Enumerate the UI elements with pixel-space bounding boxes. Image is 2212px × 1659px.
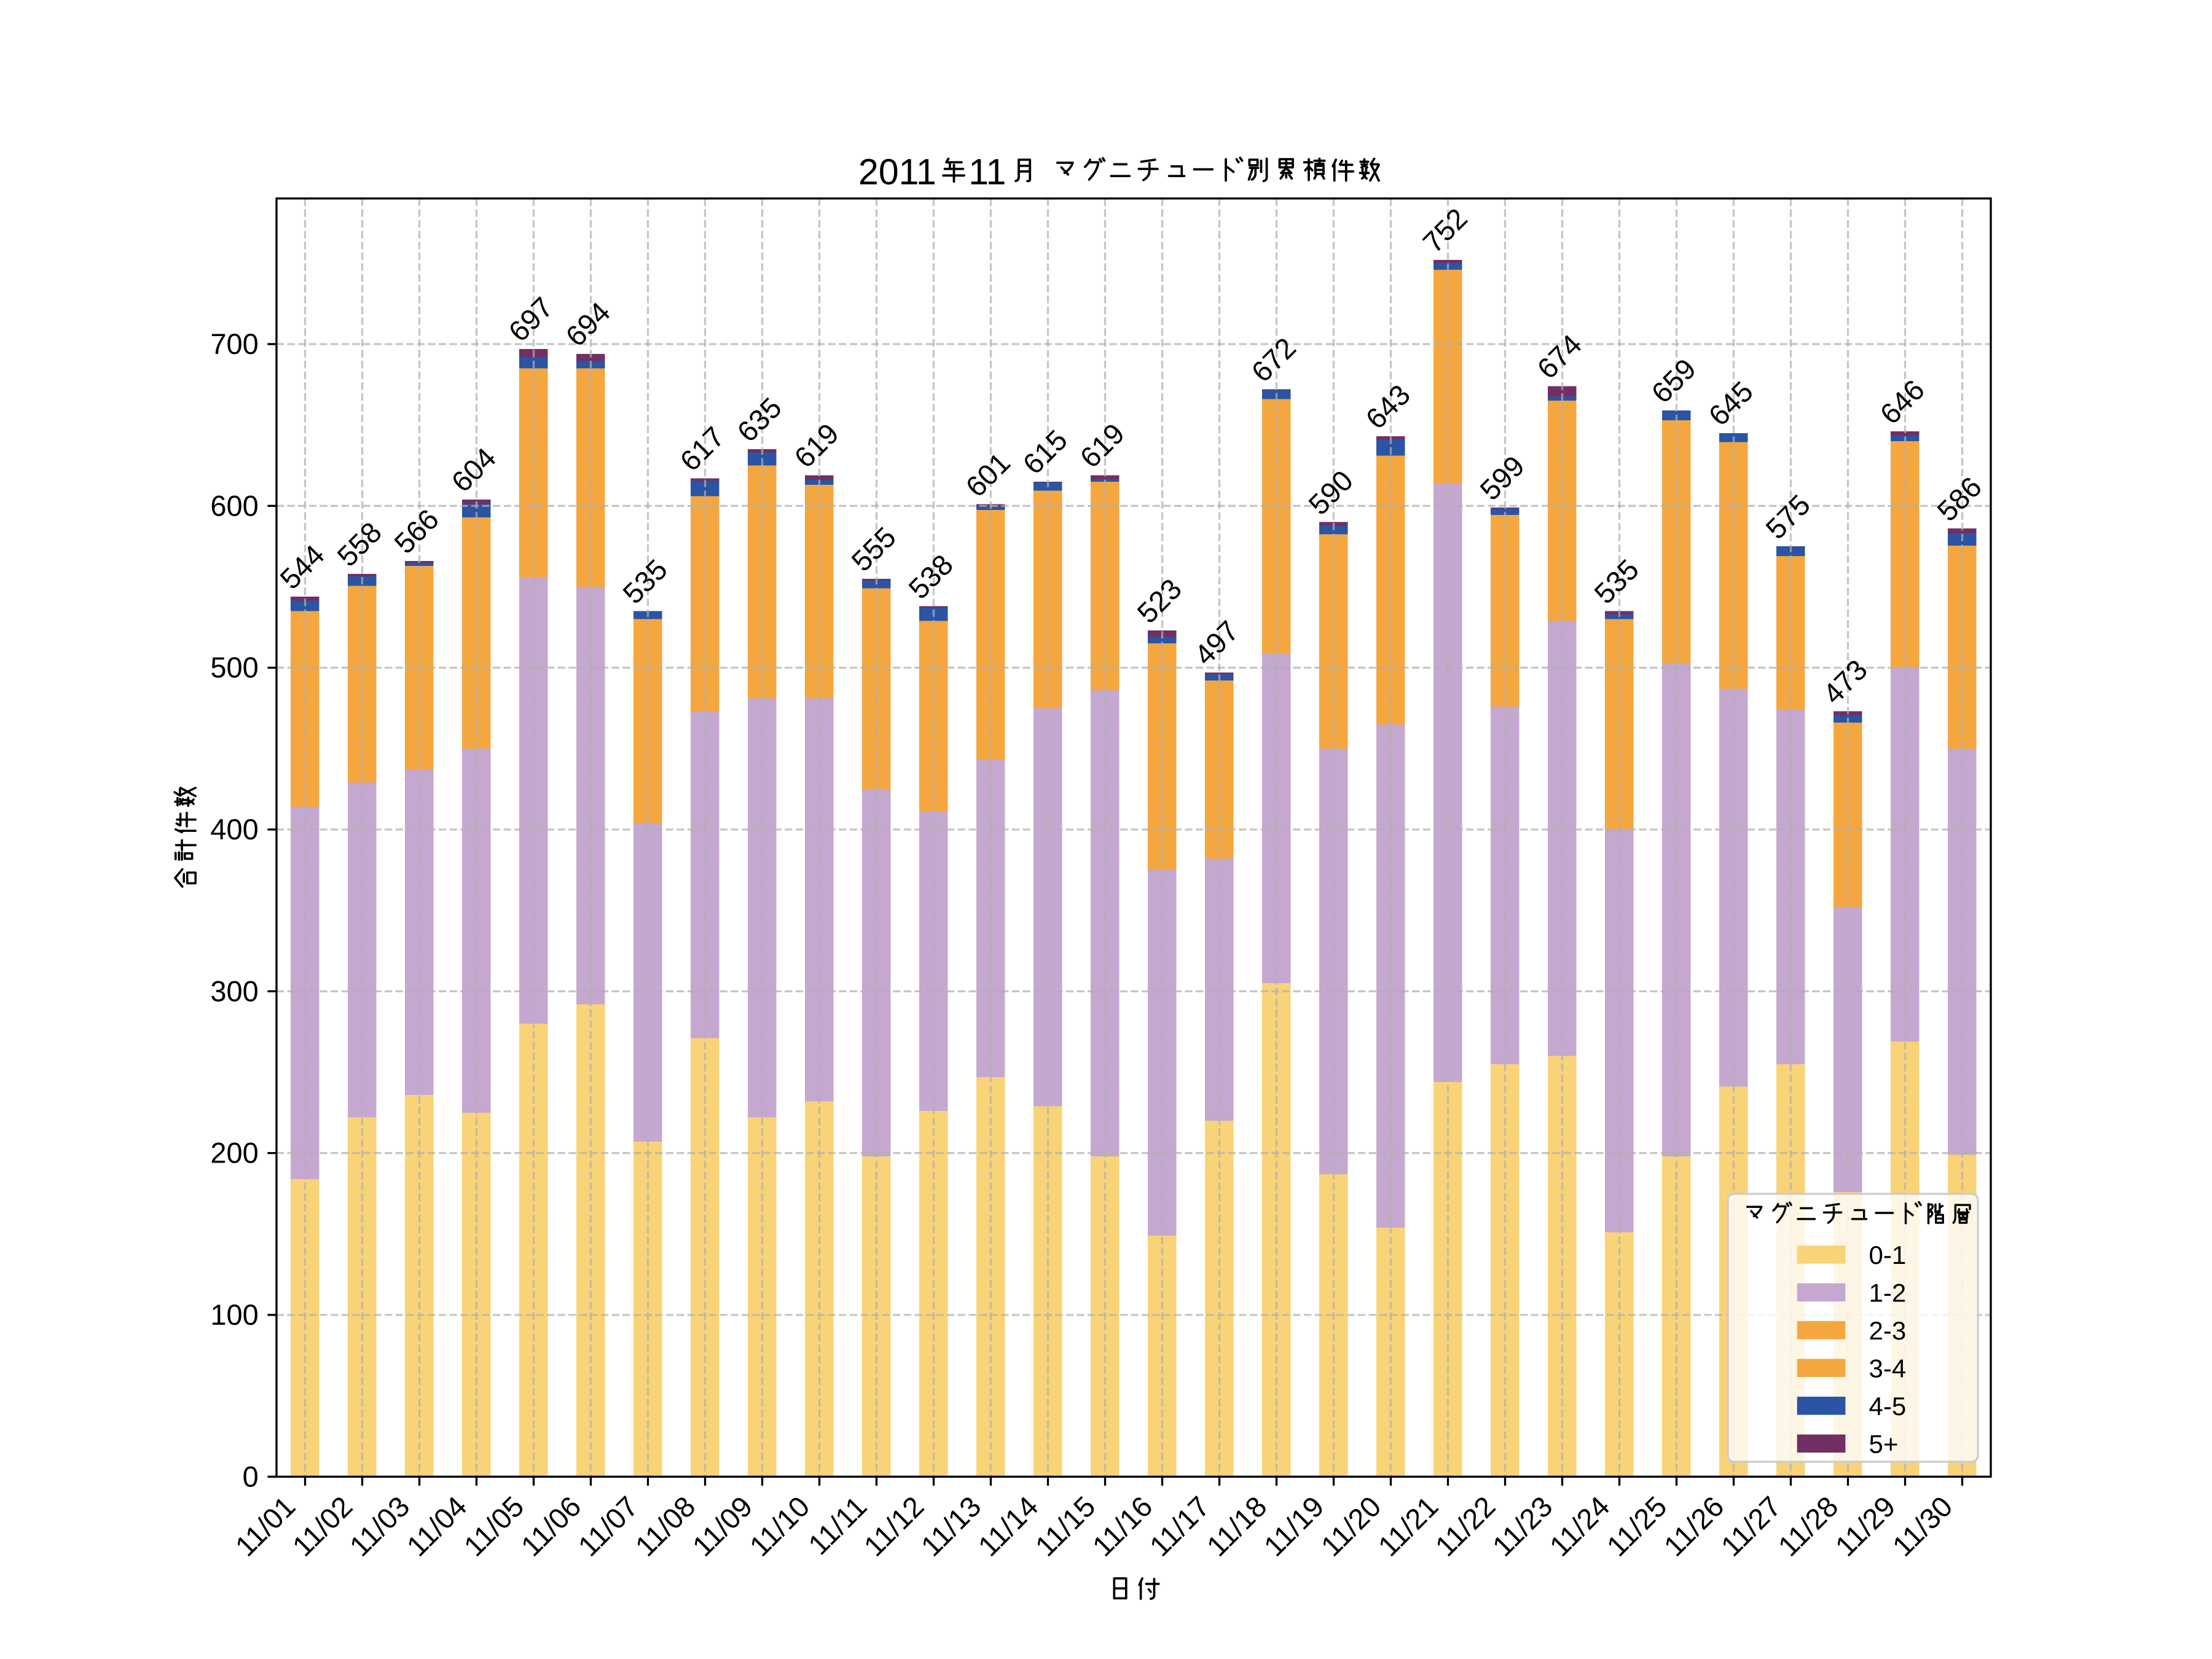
svg-text:3-4: 3-4: [1869, 1354, 1907, 1382]
svg-text:5+: 5+: [1869, 1429, 1899, 1458]
svg-text:4-5: 4-5: [1869, 1392, 1907, 1421]
svg-text:500: 500: [210, 651, 258, 684]
svg-text:600: 600: [210, 489, 258, 522]
svg-text:2011: 2011: [858, 152, 936, 192]
svg-text:0-1: 0-1: [1869, 1241, 1907, 1269]
svg-text:700: 700: [210, 327, 258, 360]
svg-text:100: 100: [210, 1298, 258, 1331]
svg-text:0: 0: [243, 1460, 259, 1492]
svg-text:2-3: 2-3: [1869, 1316, 1907, 1345]
svg-text:200: 200: [210, 1137, 258, 1169]
svg-text:11: 11: [968, 152, 1006, 192]
svg-text:300: 300: [210, 975, 258, 1007]
svg-text:400: 400: [210, 813, 258, 845]
svg-text:1-2: 1-2: [1869, 1278, 1907, 1307]
